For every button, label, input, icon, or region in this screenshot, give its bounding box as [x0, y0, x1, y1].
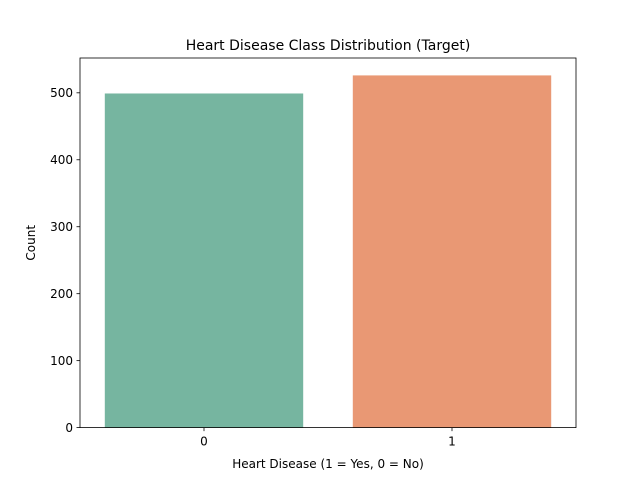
- x-axis-label: Heart Disease (1 = Yes, 0 = No): [232, 457, 424, 471]
- plot-frame: [79, 57, 577, 429]
- y-tick-label: 200: [50, 287, 73, 301]
- bar-0: [104, 93, 304, 428]
- x-tick-label: 1: [448, 435, 456, 449]
- chart-title: Heart Disease Class Distribution (Target…: [186, 38, 471, 54]
- bar-1: [352, 75, 552, 428]
- y-axis-ticks: 0 100 200 300 400 500: [50, 86, 80, 435]
- bars-group: [104, 75, 552, 428]
- y-tick-label: 100: [50, 354, 73, 368]
- y-axis-label: Count: [24, 225, 38, 261]
- y-tick-label: 400: [50, 153, 73, 167]
- y-tick-label: 0: [65, 421, 73, 435]
- y-tick-label: 300: [50, 220, 73, 234]
- y-tick-label: 500: [50, 86, 73, 100]
- x-tick-label: 0: [200, 435, 208, 449]
